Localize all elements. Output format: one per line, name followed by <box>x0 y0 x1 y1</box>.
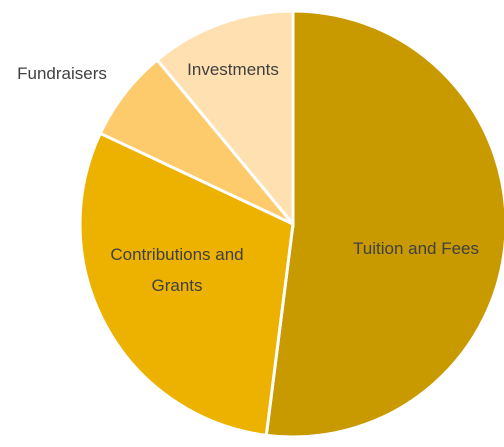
pie-label-fundraisers: Fundraisers <box>17 64 107 83</box>
pie-slices <box>80 11 504 437</box>
pie-slice-tuition-and-fees <box>266 11 504 437</box>
pie-label-tuition-and-fees: Tuition and Fees <box>353 239 479 258</box>
pie-label-investments: Investments <box>187 60 279 79</box>
